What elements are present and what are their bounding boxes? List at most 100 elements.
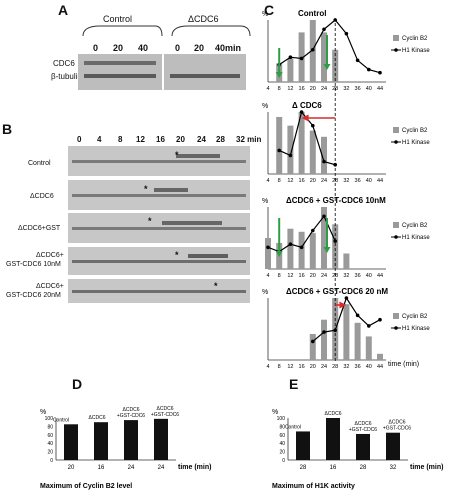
c-x-tick: 36 [355, 178, 361, 184]
c-x-tick: 12 [287, 273, 293, 279]
c-x-tick: 32 [343, 364, 349, 370]
max-bar-label: +GST-CDC6 [349, 427, 377, 433]
c-line-point [288, 153, 293, 158]
c-bar [343, 253, 350, 269]
c-line-point [299, 245, 304, 250]
c-bar [354, 322, 361, 360]
c-x-tick: 16 [299, 364, 305, 370]
c-bar [287, 58, 294, 82]
c-bar [287, 125, 294, 174]
c-line-point [288, 55, 293, 59]
c-chart-1: %Control48121620242832364044Cyclin B2H1 … [262, 9, 430, 92]
c-chart-title: Δ CDC6 [292, 101, 322, 110]
c-bar [298, 231, 305, 269]
b-tp-12: 12 [136, 135, 145, 144]
max-bar [296, 431, 310, 460]
max-x-tick: 24 [128, 465, 135, 471]
c-line-point [322, 159, 326, 164]
c-legend-bar: Cyclin B2 [402, 223, 428, 229]
c-line-point [266, 245, 270, 250]
max-y-tick: 60 [47, 433, 53, 439]
max-y-tick: 0 [282, 458, 285, 464]
group-label-control: Control [103, 14, 133, 24]
c-y-unit: % [262, 103, 268, 110]
c-x-tick: 40 [366, 178, 372, 184]
c-x-tick: 4 [266, 178, 269, 184]
max-x-label: time (min) [178, 464, 211, 471]
c-x-tick: 4 [266, 273, 269, 279]
blot-control [78, 54, 162, 90]
max-bar-label: Control [53, 417, 69, 423]
max-bar-label: +GST-CDC6 [117, 413, 145, 419]
c-x-tick: 44 [377, 178, 383, 184]
c-legend-bar: Cyclin B2 [402, 36, 428, 42]
c-line-point [367, 67, 371, 72]
c-bar [309, 233, 316, 269]
c-x-tick: 24 [321, 178, 327, 184]
gel-dcdc6-gst [68, 213, 250, 243]
max-x-tick: 28 [360, 465, 367, 471]
c-bar [377, 353, 383, 360]
red-arrow-right [335, 301, 347, 309]
c-line-point [299, 110, 304, 114]
c-x-tick: 32 [343, 86, 349, 92]
panel-a-label: A [58, 2, 69, 18]
max-chart-title: Maximum of Cyclin B2 level [40, 483, 132, 490]
c-bar [309, 130, 316, 174]
c-x-tick: 16 [299, 273, 305, 279]
max-y-tick: 100 [277, 416, 286, 422]
c-x-tick: 12 [287, 364, 293, 370]
c-line-point [322, 214, 326, 219]
c-line-point [344, 296, 349, 300]
max-bar-label: ΔCDC6 [157, 406, 174, 412]
b-tp-24: 24 [197, 135, 206, 144]
green-arrow [323, 35, 331, 70]
c-legend-line-marker [394, 235, 398, 239]
c-bar [321, 319, 327, 360]
ctrl-time-20: 20 [113, 43, 124, 53]
b-row-dcdc6-gst: ΔCDC6+GST [18, 225, 61, 232]
c-line-point [299, 56, 304, 61]
max-y-tick: 20 [47, 450, 53, 456]
max-bar-label: Control [285, 424, 301, 430]
c-x-tick: 24 [321, 273, 327, 279]
c-line [278, 19, 381, 74]
c-line-point [355, 58, 360, 63]
b-tp-32: 32 min [236, 135, 262, 144]
c-bar [276, 116, 283, 174]
c-x-tick: 12 [287, 86, 293, 92]
c-x-tick: 40 [366, 273, 372, 279]
c-x-tick: 8 [278, 178, 281, 184]
c-x-tick: 40 [366, 364, 372, 370]
c-line-point [355, 313, 360, 318]
star-dcdc6: * [144, 184, 148, 194]
c-legend-line: H1 Kinase [402, 235, 430, 241]
b-row-20nm-a: ΔCDC6+ [36, 283, 64, 290]
max-x-tick: 16 [98, 465, 105, 471]
c-y-unit: % [262, 11, 268, 18]
c-x-tick: 16 [299, 178, 305, 184]
c-bar [343, 304, 350, 360]
c-x-tick: 44 [377, 273, 383, 279]
c-x-tick: 20 [310, 364, 316, 370]
max-bar [124, 420, 138, 460]
star-10nm: * [175, 250, 179, 260]
b-tp-0: 0 [77, 135, 82, 144]
b-row-control: Control [28, 160, 51, 167]
c-y-unit: % [262, 289, 268, 296]
max-y-unit: % [40, 409, 46, 416]
c-line-point [311, 123, 315, 128]
max-y-tick: 0 [50, 458, 53, 464]
max-bar-label: ΔCDC6 [325, 411, 342, 417]
b-row-dcdc6: ΔCDC6 [30, 193, 54, 200]
b-row-20nm-b: GST-CDC6 20nM [6, 292, 61, 299]
panel-c-charts: %Control48121620242832364044Cyclin B2H1 … [262, 9, 430, 370]
panel-c-label: C [264, 2, 275, 18]
c-legend-line: H1 Kinase [402, 326, 430, 332]
c-x-tick: 36 [355, 364, 361, 370]
red-arrow-left [301, 114, 336, 122]
ctrl-time-40: 40 [138, 43, 149, 53]
c-bar [332, 224, 339, 269]
c-y-unit: % [262, 198, 268, 205]
max-bar-label: +GST-CDC6 [383, 426, 411, 432]
